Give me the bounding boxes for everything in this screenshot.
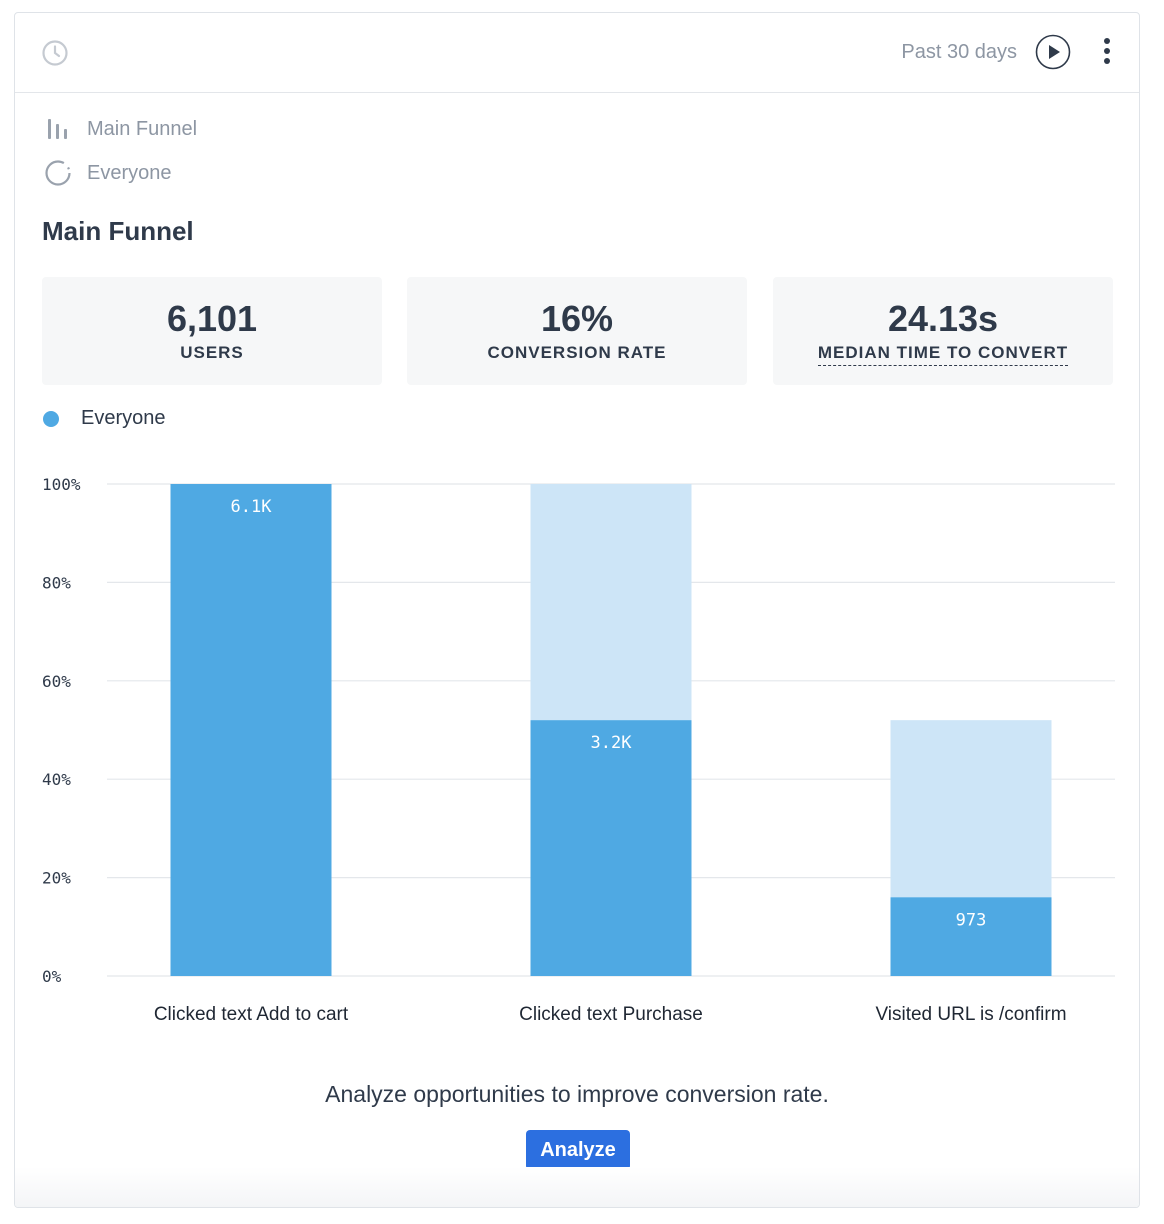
y-tick-label: 0%: [42, 967, 62, 986]
stat-value: 16%: [540, 298, 614, 339]
more-vertical-icon[interactable]: [1101, 35, 1113, 69]
segment-icon: [43, 160, 73, 186]
x-category-label: Clicked text Add to cart: [154, 1004, 349, 1025]
y-tick-label: 80%: [42, 573, 71, 592]
stat-label: CONVERSION RATE: [487, 343, 667, 362]
dropoff-bar: [890, 720, 1052, 898]
stat-value: 24.13s: [887, 298, 999, 339]
stat-label: USERS: [180, 343, 244, 362]
analyze-button[interactable]: Analyze: [526, 1130, 630, 1170]
x-category-label: Visited URL is /confirm: [875, 1004, 1066, 1025]
stat-median-time: 24.13s MEDIAN TIME TO CONVERT: [773, 277, 1113, 385]
funnel-card: Past 30 days Main Funnel Everyone Main F…: [14, 12, 1140, 1208]
chart-legend[interactable]: Everyone: [43, 407, 166, 430]
clock-icon[interactable]: [41, 39, 69, 67]
report-type-row: Main Funnel: [43, 116, 197, 142]
bar-value-label: 973: [956, 910, 987, 930]
funnel-bar: [890, 897, 1052, 976]
funnel-chart: 0% 20% 40% 60% 80% 100% 6.1K Clicked text Add t…: [42, 475, 1115, 1025]
segment-row: Everyone: [43, 160, 172, 186]
play-icon[interactable]: [1035, 34, 1071, 70]
date-range-label[interactable]: Past 30 days: [901, 41, 1017, 63]
card-footer-shade: [15, 1167, 1139, 1207]
stat-users: 6,101 USERS: [42, 277, 382, 385]
y-tick-label: 100%: [42, 475, 81, 494]
dropoff-bar: [530, 484, 692, 721]
funnel-bar: [170, 484, 332, 976]
cta-text: Analyze opportunities to improve convers…: [325, 1081, 829, 1107]
y-tick-label: 60%: [42, 672, 71, 691]
bar-value-label: 3.2K: [591, 733, 633, 753]
card-header: Past 30 days: [15, 13, 1139, 93]
funnel-chart-icon: [43, 116, 73, 142]
stat-value: 6,101: [166, 298, 258, 339]
funnel-bar: [530, 720, 692, 976]
page-title: Main Funnel: [42, 216, 194, 246]
y-tick-label: 20%: [42, 869, 71, 888]
bar-value-label: 6.1K: [231, 497, 273, 517]
legend-label: Everyone: [81, 407, 166, 429]
stat-conversion-rate: 16% CONVERSION RATE: [407, 277, 747, 385]
y-tick-label: 40%: [42, 770, 71, 789]
stat-label-tooltip[interactable]: MEDIAN TIME TO CONVERT: [817, 343, 1069, 366]
report-name: Main Funnel: [87, 117, 198, 140]
legend-dot: [43, 410, 59, 427]
segment-name: Everyone: [87, 161, 172, 184]
x-category-label: Clicked text Purchase: [519, 1004, 703, 1025]
